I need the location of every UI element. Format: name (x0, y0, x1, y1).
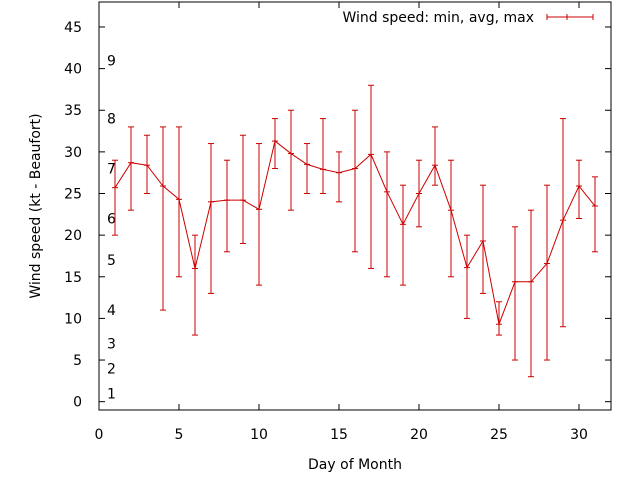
plot-border (98, 1, 612, 411)
beaufort-label: 7 (107, 162, 116, 178)
beaufort-label: 4 (107, 303, 116, 319)
beaufort-label: 3 (107, 336, 116, 352)
beaufort-label: 6 (107, 211, 116, 227)
beaufort-label: 9 (107, 53, 116, 69)
y-tick-label: 20 (64, 228, 82, 244)
y-tick-label: 40 (64, 62, 82, 78)
x-tick-label: 15 (330, 427, 348, 443)
x-tick-label: 5 (175, 427, 184, 443)
y-tick-label: 0 (73, 395, 82, 411)
x-tick-label: 30 (570, 427, 588, 443)
beaufort-label: 1 (107, 386, 116, 402)
legend-label: Wind speed: min, avg, max (342, 10, 534, 26)
x-tick-label: 0 (95, 427, 104, 443)
beaufort-label: 8 (107, 112, 116, 128)
x-tick-label: 25 (490, 427, 508, 443)
y-tick-label: 35 (64, 103, 82, 119)
y-tick-label: 15 (64, 270, 82, 286)
beaufort-scale-labels: 1 2 3 4 5 6 7 8 9 (107, 53, 116, 402)
y-tick-label: 45 (64, 20, 82, 36)
y-axis-title: Wind speed (kt - Beaufort) (28, 113, 44, 298)
wind-speed-series (112, 84, 598, 378)
beaufort-label: 2 (107, 361, 116, 377)
x-tick-label: 20 (410, 427, 428, 443)
x-axis-title: Day of Month (308, 457, 402, 473)
y-tick-label: 25 (64, 187, 82, 203)
plot-frame (98, 1, 612, 411)
y-tick-label: 30 (64, 145, 82, 161)
y-tick-label: 10 (64, 311, 82, 327)
legend: Wind speed: min, avg, max (342, 10, 594, 26)
y-tick-label: 5 (73, 353, 82, 369)
x-tick-label: 10 (250, 427, 268, 443)
beaufort-label: 5 (107, 253, 116, 269)
